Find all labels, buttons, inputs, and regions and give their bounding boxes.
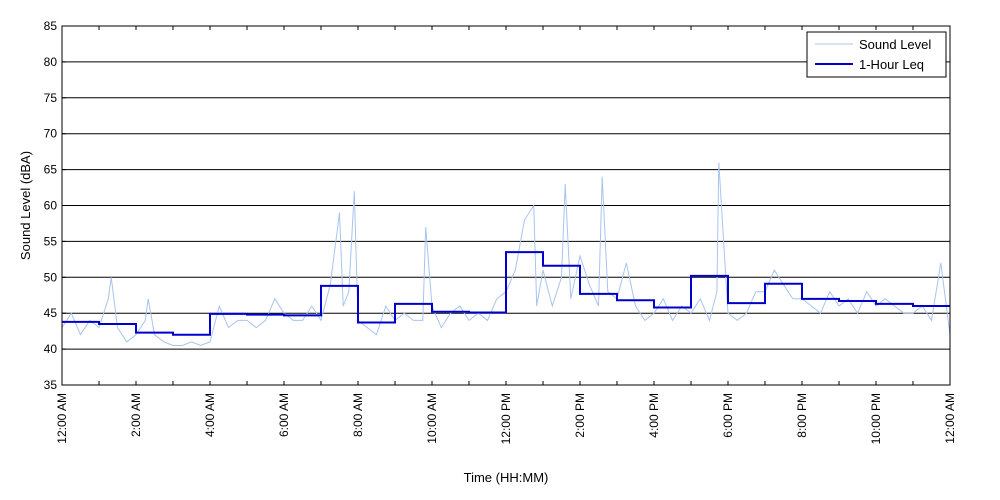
y-tick-label: 85 — [44, 19, 58, 33]
legend-label-sound-level: Sound Level — [859, 37, 931, 52]
y-tick-label: 55 — [44, 234, 58, 248]
y-tick-label: 40 — [44, 342, 58, 356]
x-tick-label: 8:00 AM — [351, 393, 365, 437]
x-tick-label: 10:00 AM — [425, 393, 439, 444]
legend-box — [806, 31, 947, 78]
y-tick-label: 65 — [44, 163, 58, 177]
y-tick-label: 50 — [44, 270, 58, 284]
y-tick-label: 60 — [44, 199, 58, 213]
series-1-hour-leq-line — [62, 251, 950, 336]
x-axis-label: Time (HH:MM) — [464, 470, 549, 485]
x-tick-label: 12:00 PM — [499, 393, 513, 444]
plot-frame — [61, 25, 951, 386]
y-tick-label: 80 — [44, 55, 58, 69]
x-tick-label: 4:00 AM — [203, 393, 217, 437]
y-tick-label: 75 — [44, 91, 58, 105]
legend: Sound Level 1-Hour Leq — [806, 31, 947, 78]
y-tick-label: 70 — [44, 127, 58, 141]
y-tick-label: 35 — [44, 378, 58, 392]
x-tick-label: 2:00 PM — [573, 393, 587, 438]
x-tick-label: 6:00 AM — [277, 393, 291, 437]
y-axis-label: Sound Level (dBA) — [18, 151, 33, 260]
x-tick-label: 12:00 AM — [943, 393, 957, 444]
y-axis-ticks: 35 40 45 50 55 60 65 70 75 80 85 — [44, 19, 66, 392]
x-tick-label: 2:00 AM — [129, 393, 143, 437]
x-tick-label: 8:00 PM — [795, 393, 809, 438]
x-tick-label: 4:00 PM — [647, 393, 661, 438]
series-layer — [61, 162, 951, 347]
x-axis-ticks: 12:00 AM 2:00 AM 4:00 AM 6:00 AM 8:00 AM 10:0… — [55, 26, 957, 444]
legend-label-1-hour-leq: 1-Hour Leq — [859, 57, 924, 72]
x-tick-label: 10:00 PM — [869, 393, 883, 444]
x-tick-label: 12:00 AM — [55, 393, 69, 444]
y-tick-label: 45 — [44, 306, 58, 320]
x-tick-label: 6:00 PM — [721, 393, 735, 438]
series-sound-level-line — [61, 162, 951, 347]
